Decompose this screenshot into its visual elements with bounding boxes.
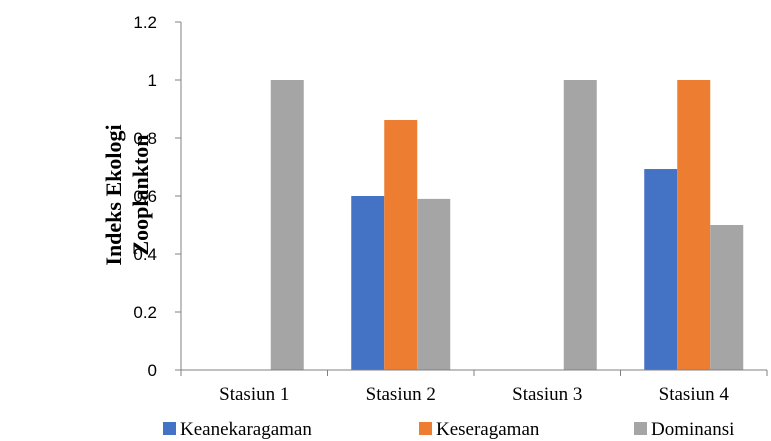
- legend-label: Dominansi: [651, 419, 734, 440]
- y-tick-label: 0.2: [133, 303, 157, 322]
- bar-keanekaragaman-stasiun-2: [351, 196, 385, 370]
- legend: Keanekaragaman Keseragaman Dominansi: [163, 419, 734, 440]
- legend-swatch: [634, 422, 647, 435]
- y-axis-label-line-2: Zooplankton: [128, 134, 153, 255]
- x-tick-label: Stasiun 4: [659, 384, 730, 405]
- legend-label: Keseragaman: [436, 419, 540, 440]
- y-tick-label: 0: [148, 361, 157, 380]
- y-axis: 0 0.2 0.4 0.6 0.8 1 1.2: [133, 13, 182, 380]
- y-axis-label-line-1: Indeks Ekologi: [101, 124, 126, 265]
- y-tick-label: 0.8: [133, 129, 157, 148]
- bar-dominansi-stasiun-1: [270, 80, 304, 370]
- legend-label: Keanekaragaman: [180, 419, 312, 440]
- x-tick-label: Stasiun 1: [219, 384, 289, 405]
- legend-swatch: [163, 422, 176, 435]
- bar-keseragaman-stasiun-2: [384, 120, 418, 371]
- bar-keanekaragaman-stasiun-4: [644, 169, 678, 370]
- y-tick-label: 1.2: [133, 13, 157, 32]
- x-axis: Stasiun 1 Stasiun 2 Stasiun 3 Stasiun 4: [180, 369, 768, 405]
- bar-dominansi-stasiun-4: [710, 225, 744, 370]
- x-tick-label: Stasiun 3: [512, 384, 582, 405]
- bars: [270, 80, 744, 371]
- bar-keseragaman-stasiun-4: [677, 80, 711, 370]
- bar-dominansi-stasiun-2: [417, 198, 451, 370]
- y-tick-label: 0.4: [133, 245, 157, 264]
- y-tick-label: 1: [148, 71, 157, 90]
- legend-swatch: [419, 422, 432, 435]
- y-tick-label: 0.6: [133, 187, 157, 206]
- y-axis-label: Indeks Ekologi Zooplankton: [101, 124, 153, 265]
- x-tick-label: Stasiun 2: [366, 384, 436, 405]
- bar-dominansi-stasiun-3: [563, 80, 597, 370]
